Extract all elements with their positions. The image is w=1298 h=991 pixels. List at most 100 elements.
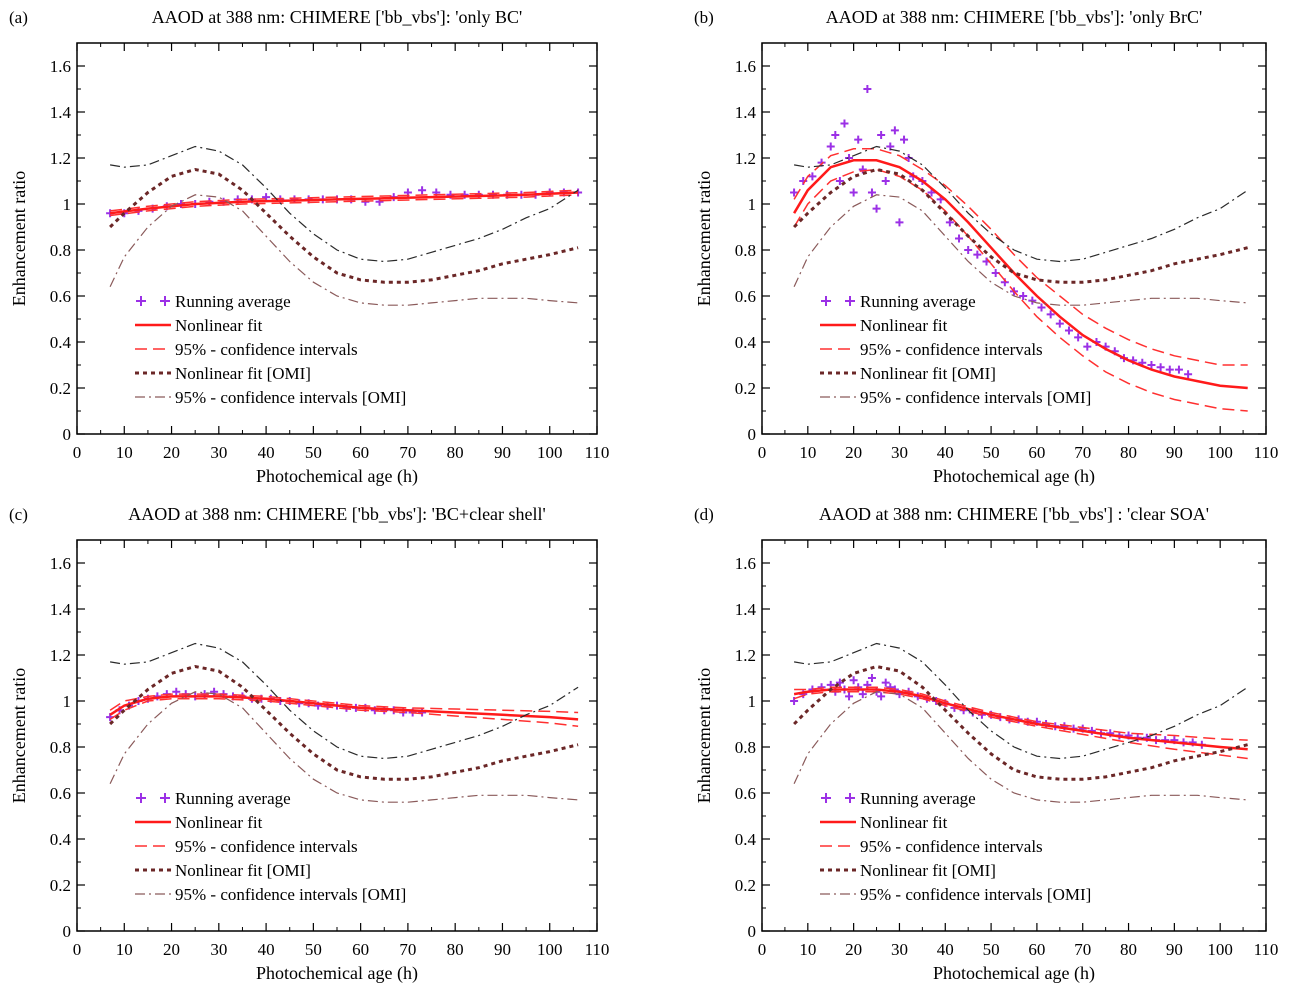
x-tick-label: 10	[116, 443, 133, 462]
running-average-point	[900, 135, 909, 144]
chart-title: AAOD at 388 nm: CHIMERE ['bb_vbs'] : 'cl…	[819, 504, 1209, 524]
legend-label: Running average	[860, 789, 976, 808]
x-tick-label: 20	[163, 443, 180, 462]
chart-panel-c: (c) AAOD at 388 nm: CHIMERE ['bb_vbs']: '…	[9, 504, 609, 984]
running-average-point	[964, 246, 973, 254]
running-average-point	[881, 177, 890, 185]
x-tick-label: 70	[399, 443, 416, 462]
panel-label: (d)	[694, 505, 714, 524]
x-tick-label: 10	[799, 443, 816, 462]
running-average-point	[1165, 365, 1174, 374]
y-tick-label: 0	[63, 922, 72, 941]
legend-label: Nonlinear fit	[860, 813, 948, 832]
y-tick-label: 0.8	[50, 738, 71, 757]
legend-marker-running-average	[160, 296, 170, 306]
x-tick-label: 70	[1074, 940, 1091, 959]
running-average-point	[877, 692, 886, 701]
x-tick-label: 100	[1207, 940, 1233, 959]
running-average-point	[1083, 342, 1092, 351]
y-tick-label: 0.4	[50, 830, 72, 849]
legend-label: Nonlinear fit [OMI]	[175, 861, 311, 880]
chart-title: AAOD at 388 nm: CHIMERE ['bb_vbs']: 'onl…	[826, 7, 1202, 27]
running-average-point	[1147, 361, 1156, 369]
ci-upper-line	[110, 189, 579, 212]
ci-upper-line	[793, 148, 1248, 366]
chart-panel-a: (a) AAOD at 388 nm: CHIMERE ['bb_vbs']: '…	[9, 7, 609, 487]
x-tick-label: 0	[73, 940, 82, 959]
y-tick-label: 1	[63, 692, 72, 711]
x-tick-label: 110	[1254, 443, 1279, 462]
chart-panel-d: (d) AAOD at 388 nm: CHIMERE ['bb_vbs'] : …	[694, 504, 1278, 984]
omi-fit-line	[109, 664, 579, 781]
y-tick-label: 1.4	[735, 103, 757, 122]
y-tick-label: 1.6	[50, 554, 71, 573]
x-tick-label: 0	[758, 443, 767, 462]
x-tick-label: 40	[258, 940, 275, 959]
y-tick-label: 0	[748, 425, 757, 444]
omi-ci-upper-line	[110, 642, 579, 760]
y-tick-label: 1.6	[735, 554, 756, 573]
y-tick-label: 0.6	[735, 287, 756, 306]
legend-label: Nonlinear fit	[175, 813, 263, 832]
y-tick-label: 0.2	[50, 379, 71, 398]
legend-marker-running-average	[845, 296, 855, 306]
running-average-point	[790, 188, 799, 197]
omi-ci-upper-line	[794, 145, 1249, 263]
running-average-point	[849, 676, 858, 685]
x-tick-label: 70	[1074, 443, 1091, 462]
running-average-point	[1156, 363, 1165, 372]
x-tick-label: 20	[845, 443, 862, 462]
running-average-point	[1184, 370, 1193, 379]
x-tick-label: 50	[305, 940, 322, 959]
x-tick-label: 100	[1207, 443, 1233, 462]
x-tick-label: 90	[494, 940, 511, 959]
running-average-point	[210, 687, 219, 696]
x-tick-label: 70	[399, 940, 416, 959]
y-tick-label: 0.6	[735, 784, 756, 803]
ci-lower-line	[109, 697, 579, 728]
x-tick-label: 40	[937, 940, 954, 959]
running-average-point	[1064, 326, 1073, 335]
legend-label: 95% - confidence intervals	[175, 340, 358, 359]
x-tick-label: 110	[585, 443, 610, 462]
y-tick-label: 1.2	[735, 646, 756, 665]
running-average-point	[973, 250, 982, 259]
plot-frame	[76, 539, 598, 932]
x-tick-label: 50	[983, 940, 1000, 959]
running-average-point	[955, 234, 964, 243]
y-tick-label: 0.8	[735, 738, 756, 757]
plot-area	[790, 85, 1249, 412]
running-average-point	[1046, 310, 1055, 319]
legend-label: 95% - confidence intervals [OMI]	[175, 388, 406, 407]
plot-area	[106, 145, 583, 306]
legend-label: 95% - confidence intervals	[175, 837, 358, 856]
y-tick-label: 0.2	[735, 876, 756, 895]
x-tick-label: 80	[1120, 940, 1137, 959]
running-average-point	[172, 687, 181, 696]
y-tick-label: 1	[63, 195, 72, 214]
omi-ci-lower-line	[109, 194, 579, 306]
legend-marker-running-average	[845, 793, 855, 803]
x-tick-label: 0	[758, 940, 767, 959]
running-average-point	[840, 119, 849, 128]
omi-ci-lower-line	[109, 691, 579, 803]
y-tick-label: 0.6	[50, 287, 71, 306]
panel-label: (a)	[9, 8, 28, 27]
running-average-point	[1055, 319, 1064, 328]
legend: Running average Nonlinear fit 95% - confid…	[135, 789, 406, 904]
legend-label: Nonlinear fit	[175, 316, 263, 335]
nonlinear-fit-line	[109, 695, 579, 721]
x-tick-label: 60	[1028, 443, 1045, 462]
y-axis-label: Enhancement ratio	[9, 171, 29, 306]
y-tick-label: 0.2	[735, 379, 756, 398]
y-tick-label: 0	[63, 425, 72, 444]
x-tick-label: 60	[1028, 940, 1045, 959]
y-tick-label: 1.2	[735, 149, 756, 168]
legend: Running average Nonlinear fit 95% - confid…	[820, 292, 1091, 407]
x-tick-label: 30	[891, 940, 908, 959]
x-tick-label: 100	[537, 940, 563, 959]
legend: Running average Nonlinear fit 95% - confid…	[820, 789, 1091, 904]
x-tick-label: 30	[210, 940, 227, 959]
legend-label: 95% - confidence intervals [OMI]	[860, 388, 1091, 407]
plot-frame	[761, 539, 1267, 932]
